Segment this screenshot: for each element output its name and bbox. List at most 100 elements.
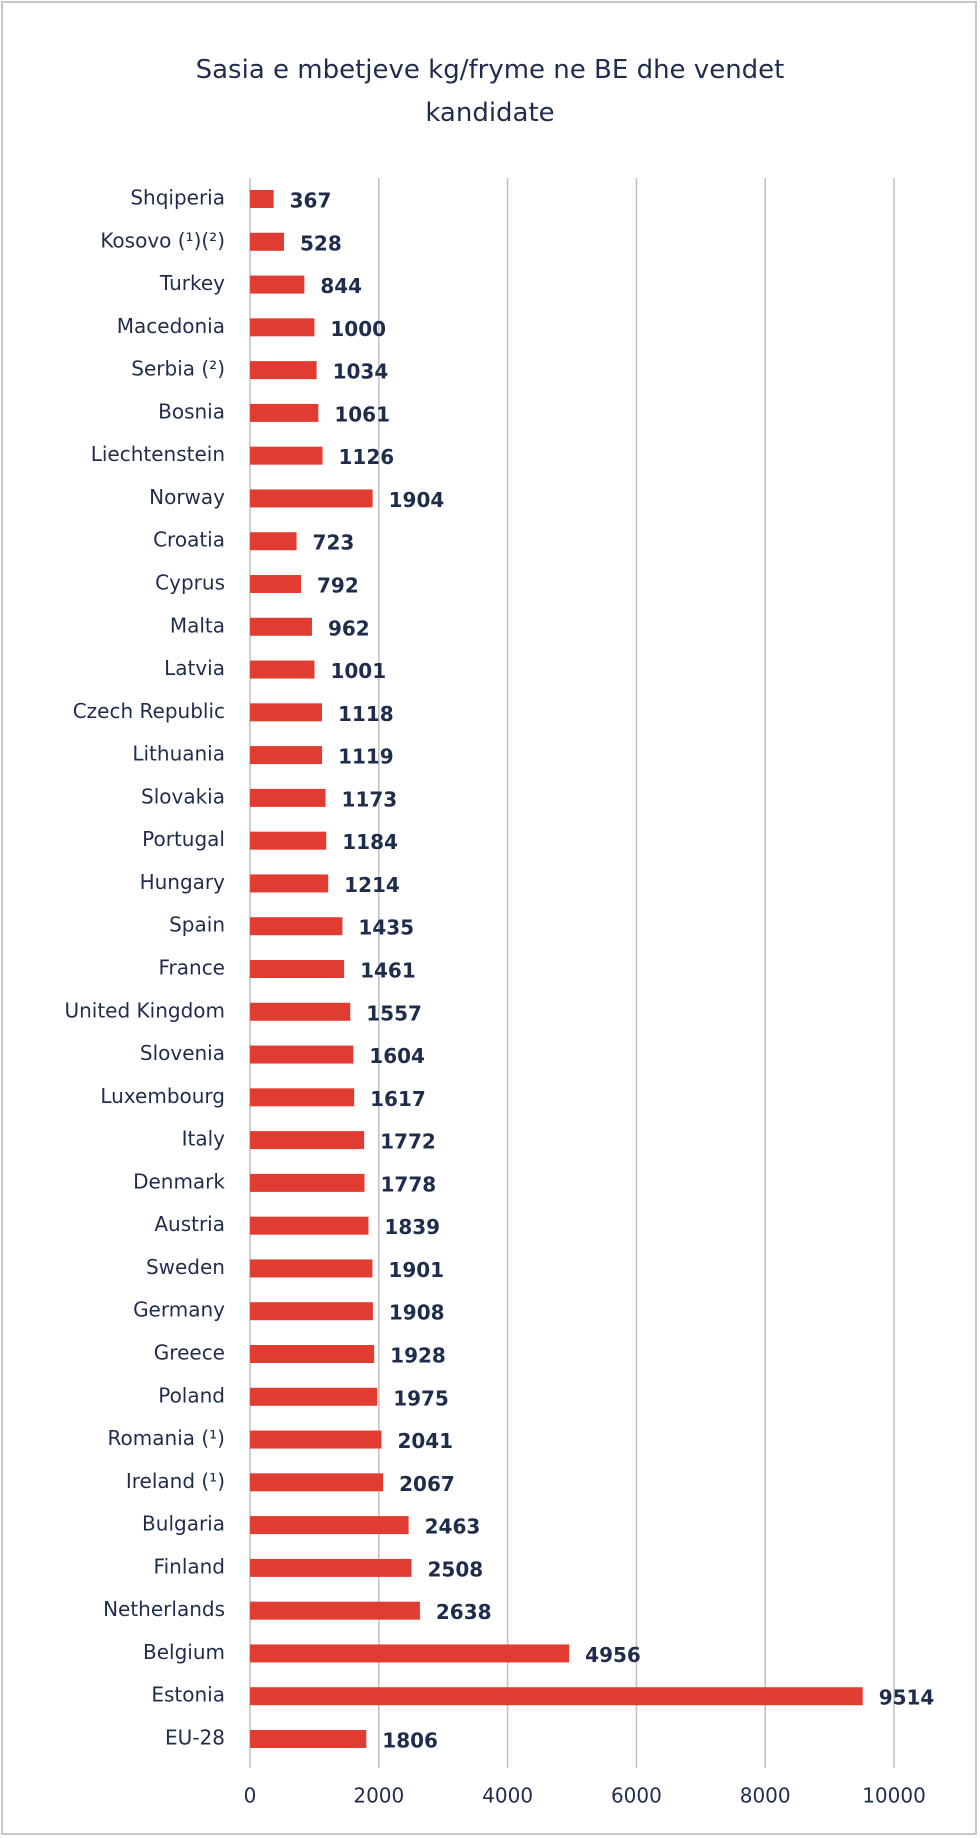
bar — [250, 917, 343, 936]
y-tick-label: Lithuania — [132, 742, 225, 766]
y-tick-label: Romania (¹) — [108, 1426, 225, 1450]
data-label: 367 — [290, 189, 332, 213]
data-label: 1184 — [342, 830, 398, 854]
bar — [250, 318, 315, 337]
y-tick-label: Greece — [154, 1341, 225, 1365]
y-tick-label: Denmark — [133, 1169, 225, 1193]
x-tick-label: 4000 — [482, 1784, 533, 1808]
bar — [250, 446, 323, 465]
data-label: 1772 — [380, 1130, 436, 1154]
y-tick-label: Portugal — [142, 827, 225, 851]
data-label: 2041 — [397, 1429, 453, 1453]
bar — [250, 403, 319, 422]
data-label: 1061 — [334, 402, 390, 426]
bar — [250, 1687, 863, 1706]
bar — [250, 1601, 420, 1620]
data-label: 1461 — [360, 959, 416, 983]
y-tick-label: Luxembourg — [100, 1084, 225, 1108]
x-tick-label: 6000 — [611, 1784, 662, 1808]
bar — [250, 1259, 373, 1278]
data-label: 1901 — [388, 1258, 444, 1282]
bar — [250, 1644, 570, 1663]
y-tick-label: Netherlands — [103, 1597, 225, 1621]
data-label: 1034 — [333, 360, 389, 384]
y-tick-label: Poland — [158, 1383, 225, 1407]
y-tick-label: Bulgaria — [142, 1512, 225, 1536]
data-label: 2508 — [428, 1557, 484, 1581]
bar — [250, 831, 327, 850]
data-label: 1557 — [366, 1001, 422, 1025]
y-tick-label: United Kingdom — [64, 998, 225, 1022]
bar — [250, 1216, 369, 1235]
y-tick-label: Hungary — [140, 870, 226, 894]
y-tick-label: EU-28 — [165, 1726, 225, 1750]
bar — [250, 660, 315, 679]
bar — [250, 1387, 378, 1406]
y-tick-label: Czech Republic — [73, 699, 225, 723]
y-tick-label: Shqiperia — [130, 186, 225, 210]
data-label: 1001 — [330, 659, 386, 683]
data-label: 962 — [328, 616, 370, 640]
x-tick-label: 10000 — [862, 1784, 926, 1808]
bar — [250, 788, 326, 807]
data-label: 1119 — [338, 745, 394, 769]
y-tick-label: Liechtenstein — [91, 442, 225, 466]
y-tick-label: Austria — [154, 1212, 225, 1236]
bar — [250, 232, 285, 251]
data-label: 1173 — [342, 787, 398, 811]
chart-title: Sasia e mbetjeve kg/fryme ne BE dhe vend… — [196, 55, 785, 128]
bar — [250, 1045, 354, 1064]
data-label: 1904 — [389, 488, 445, 512]
bar — [250, 874, 329, 893]
bar — [250, 1002, 351, 1021]
y-tick-label: Finland — [154, 1554, 225, 1578]
data-label: 4956 — [585, 1643, 641, 1667]
data-label: 9514 — [879, 1686, 935, 1710]
data-label: 1839 — [384, 1215, 440, 1239]
y-tick-label: Croatia — [153, 528, 225, 552]
data-label: 1778 — [381, 1172, 437, 1196]
bar — [250, 489, 373, 508]
y-tick-label: France — [158, 956, 225, 980]
data-label: 1118 — [338, 702, 394, 726]
data-label: 1928 — [390, 1344, 446, 1368]
bar — [250, 746, 323, 765]
y-tick-label: Germany — [133, 1298, 225, 1322]
y-tick-label: Norway — [149, 485, 225, 509]
bar — [250, 575, 302, 593]
bar — [250, 1173, 365, 1192]
y-tick-label: Estonia — [151, 1683, 225, 1707]
y-tick-label: Serbia (²) — [131, 357, 225, 381]
data-label: 1126 — [339, 445, 395, 469]
y-tick-label: Malta — [170, 613, 225, 637]
y-tick-label: Bosnia — [158, 399, 225, 423]
data-label: 2638 — [436, 1600, 492, 1624]
data-label: 723 — [313, 531, 355, 555]
data-label: 844 — [320, 274, 362, 298]
data-label: 528 — [300, 231, 342, 255]
data-label: 1806 — [382, 1729, 438, 1753]
bar — [250, 1730, 367, 1748]
bar — [250, 1345, 375, 1363]
y-tick-label: Macedonia — [117, 314, 225, 338]
bar — [250, 960, 345, 978]
bar — [250, 190, 274, 208]
data-label: 1435 — [358, 916, 414, 940]
y-tick-label: Latvia — [164, 656, 225, 680]
data-label: 1000 — [330, 317, 386, 341]
data-label: 2463 — [425, 1515, 481, 1539]
y-tick-label: Ireland (¹) — [126, 1469, 225, 1493]
x-tick-label: 0 — [244, 1784, 257, 1808]
bar — [250, 1473, 384, 1492]
y-tick-label: Spain — [169, 913, 225, 937]
y-tick-label: Slovakia — [141, 784, 225, 808]
bar — [250, 1131, 365, 1150]
bar — [250, 617, 312, 636]
bar — [250, 361, 317, 380]
y-tick-label: Turkey — [159, 271, 225, 295]
data-label: 1214 — [344, 873, 400, 897]
bar — [250, 1516, 409, 1535]
bar — [250, 1302, 373, 1321]
